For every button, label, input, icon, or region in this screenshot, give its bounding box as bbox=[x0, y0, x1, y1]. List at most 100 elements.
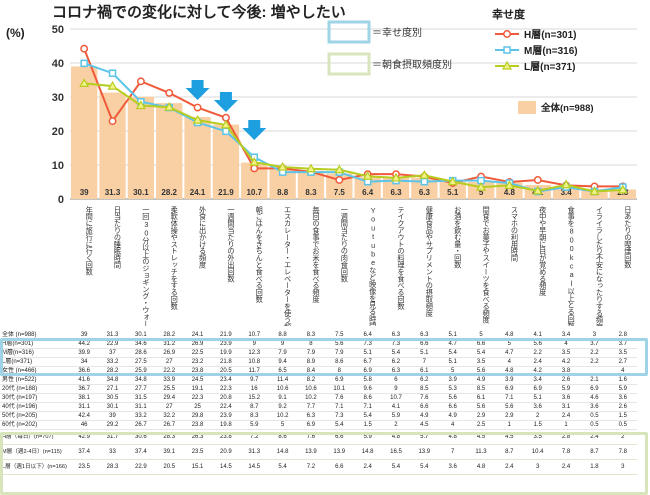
breakfast-frame-swatch bbox=[327, 52, 371, 76]
table-cell: 3.6 bbox=[523, 402, 552, 412]
category-label: お酒を飲む量・回数 bbox=[453, 206, 462, 269]
table-cell: 5.4 bbox=[438, 348, 467, 358]
table-cell: 9 bbox=[240, 339, 269, 349]
table-cell: 4.8 bbox=[495, 331, 524, 340]
category-label: 日あたりの喫煙回数 bbox=[623, 206, 632, 269]
table-cell: 31.5 bbox=[126, 393, 156, 403]
table-cell: 33.2 bbox=[126, 411, 156, 421]
table-cell: 7.3 bbox=[325, 411, 354, 421]
table-cell: 6.9 bbox=[580, 384, 609, 394]
table-cell: 8.8 bbox=[268, 331, 297, 340]
table-row: M層(n=316) 39.9 37 28.6 26.9 22.5 19.9 12.3 7.9 7.… bbox=[0, 348, 637, 358]
bar bbox=[156, 103, 183, 199]
table-cell: 8.7 bbox=[240, 402, 269, 412]
table-cell: 4.7 bbox=[495, 348, 524, 358]
table-cell: 20.9 bbox=[211, 444, 241, 460]
table-cell: 38.1 bbox=[70, 393, 99, 403]
bar bbox=[354, 177, 381, 199]
table-cell: 8.5 bbox=[410, 384, 439, 394]
table-cell: 19.8 bbox=[211, 420, 241, 430]
table-cell: 2.4 bbox=[551, 459, 581, 475]
category-label: 外食に出かける頻度 bbox=[198, 206, 207, 269]
table-cell: 2 bbox=[608, 429, 637, 445]
table-cell: 30.1 bbox=[126, 331, 156, 340]
table-cell: 27.7 bbox=[126, 384, 156, 394]
table-cell: 2.2 bbox=[580, 348, 609, 358]
table-cell: 6.6 bbox=[466, 339, 496, 349]
table-cell: 36.7 bbox=[70, 384, 99, 394]
table-cell: 23.2 bbox=[183, 357, 212, 367]
table-cell: 5.1 bbox=[410, 348, 439, 358]
table-cell: 6.6 bbox=[410, 339, 439, 349]
y-tick-label: 10 bbox=[52, 160, 64, 172]
happiness-frame-swatch bbox=[327, 20, 371, 44]
table-cell: 0.5 bbox=[608, 420, 637, 430]
table-cell: 5.9 bbox=[381, 411, 411, 421]
bar bbox=[439, 181, 466, 199]
table-cell: 7.1 bbox=[353, 402, 382, 412]
table-cell: 4.7 bbox=[438, 339, 467, 349]
row-label: L層(n=371) bbox=[0, 357, 70, 367]
category-label: 日当たりの睡眠時間 bbox=[113, 206, 122, 269]
table-cell: 8 bbox=[296, 339, 326, 349]
table-cell: 5.4 bbox=[381, 459, 411, 475]
table-cell: 3 bbox=[608, 459, 637, 475]
series-point bbox=[136, 77, 145, 86]
table-cell: 3.6 bbox=[608, 393, 637, 403]
table-cell: 33 bbox=[98, 444, 127, 460]
table-cell: 4.8 bbox=[381, 429, 411, 445]
table-row: 60代 (n=202) 46 29.2 26.7 26.7 23.8 19.8 5.9 5 6.9… bbox=[0, 420, 637, 430]
table-cell: 4.2 bbox=[523, 366, 552, 376]
bar bbox=[184, 117, 211, 199]
bar-value-label: 5 bbox=[479, 188, 484, 197]
series-point bbox=[390, 172, 402, 182]
table-cell: 7.6 bbox=[410, 393, 439, 403]
table-cell: 39 bbox=[70, 331, 99, 340]
table-cell: 34.8 bbox=[98, 375, 127, 385]
category-label: 柔軟体操やストレッチをする回数 bbox=[170, 206, 179, 310]
table-cell: 15.2 bbox=[240, 393, 269, 403]
table-cell: 8.6 bbox=[353, 393, 382, 403]
table-cell: 5.3 bbox=[438, 384, 467, 394]
row-label: 60代 (n=202) bbox=[0, 420, 70, 430]
table-cell: 10.4 bbox=[523, 444, 552, 460]
table-cell: 12.3 bbox=[240, 348, 269, 358]
bar bbox=[609, 189, 636, 199]
series-point bbox=[362, 171, 373, 180]
table-cell: 5.1 bbox=[438, 331, 467, 340]
table-cell: 2.9 bbox=[466, 411, 496, 421]
table-cell: 5.4 bbox=[410, 459, 439, 475]
bar-value-label: 6.4 bbox=[362, 188, 374, 197]
table-cell: 28.2 bbox=[98, 366, 127, 376]
table-row: H層（毎日）(n=707) 42.9 31.7 30.6 28.3 26.3 23.8 7.2… bbox=[0, 429, 637, 445]
table-cell: 42.9 bbox=[70, 429, 99, 445]
table-cell: 9.6 bbox=[353, 384, 382, 394]
table-cell: 10.7 bbox=[381, 393, 411, 403]
series-point bbox=[533, 176, 542, 184]
table-cell: 37.4 bbox=[70, 444, 99, 460]
bar-value-label: 39 bbox=[80, 188, 89, 197]
table-cell: 7.6 bbox=[325, 393, 354, 403]
series-point bbox=[192, 114, 203, 124]
table-cell: 3.7 bbox=[580, 339, 609, 349]
table-cell: 7.9 bbox=[296, 348, 326, 358]
table-cell: 25.5 bbox=[155, 384, 184, 394]
y-tick-label: 20 bbox=[52, 126, 64, 138]
table-cell bbox=[580, 366, 609, 376]
bar-value-label: 5.1 bbox=[447, 188, 459, 197]
table-row: M層（週2-4日）(n=115) 37.4 33 37.4 39.1 23.5 20.9 31… bbox=[0, 444, 637, 460]
table-cell: 11.4 bbox=[268, 375, 297, 385]
table-cell: 6.6 bbox=[325, 429, 354, 445]
table-cell: 6.3 bbox=[381, 331, 411, 340]
table-cell: 37.4 bbox=[126, 444, 156, 460]
bar bbox=[411, 177, 438, 199]
table-cell: 33.9 bbox=[155, 375, 184, 385]
table-cell: 5.9 bbox=[240, 420, 269, 430]
table-cell: 2.4 bbox=[551, 411, 581, 421]
table-cell: 9 bbox=[381, 384, 411, 394]
table-cell: 42.4 bbox=[70, 411, 99, 421]
down-arrow-icon bbox=[242, 120, 267, 140]
table-cell: 34 bbox=[70, 357, 99, 367]
series-point bbox=[589, 186, 600, 196]
table-cell: 1.8 bbox=[580, 459, 609, 475]
